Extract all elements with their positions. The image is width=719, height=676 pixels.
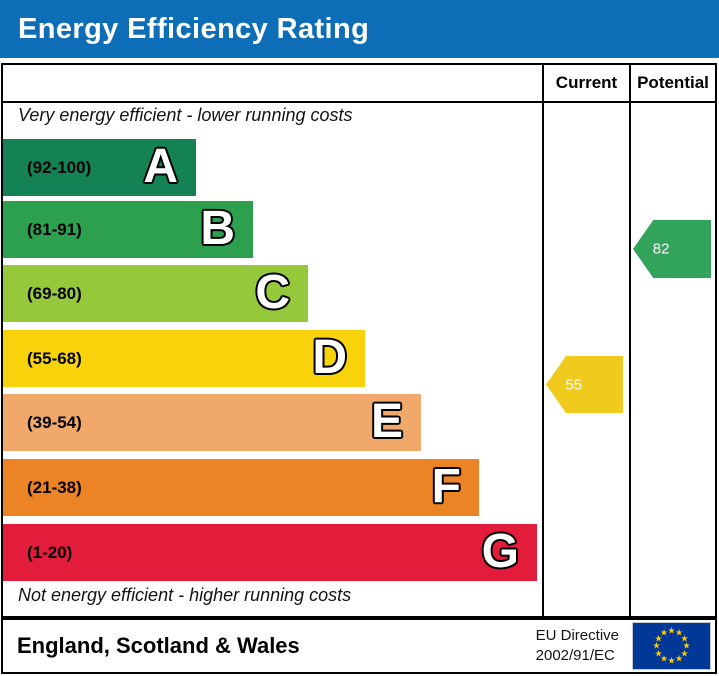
eu-flag-star-icon: ★	[674, 627, 684, 638]
band-letter: G	[481, 524, 519, 578]
band-range-label: (1-20)	[27, 543, 73, 562]
band-letter: E	[370, 394, 403, 448]
eu-flag-star-icon: ★	[680, 648, 689, 658]
header-divider	[3, 101, 715, 103]
band-row-E: (39-54) E	[3, 394, 421, 451]
band-row-B: (81-91) B	[3, 201, 253, 258]
eu-flag-star-icon: ★	[652, 640, 661, 651]
eu-flag-star-icon: ★	[682, 640, 691, 651]
current-rating-value: 55	[565, 376, 583, 393]
band-range-label: (92-100)	[27, 158, 92, 177]
band-letter: C	[255, 265, 290, 319]
band-letter: F	[431, 459, 461, 513]
eu-flag-star-icon: ★	[654, 648, 663, 658]
band-row-D: (55-68) D	[3, 330, 365, 387]
band-letter: A	[143, 139, 178, 193]
eu-flag-icon: ★ ★ ★ ★ ★ ★ ★ ★ ★ ★ ★ ★	[632, 622, 711, 670]
eu-flag-star-icon: ★	[659, 627, 669, 638]
band-row-F: (21-38) F	[3, 459, 479, 516]
band-range-label: (69-80)	[27, 284, 82, 303]
rating-table: Current Potential Very energy efficient …	[1, 63, 717, 618]
column-header-potential: Potential	[637, 73, 709, 92]
title-bar: Energy Efficiency Rating	[0, 0, 719, 58]
eu-flag-star-icon: ★	[674, 653, 684, 664]
top-note: Very energy efficient - lower running co…	[18, 105, 353, 125]
column-header-current: Current	[555, 73, 618, 92]
bottom-note: Not energy efficient - higher running co…	[18, 585, 352, 605]
eu-flag-star-icon: ★	[667, 655, 676, 666]
footer: England, Scotland & Wales EU Directive 2…	[1, 618, 717, 674]
eu-flag-star-icon: ★	[654, 633, 663, 643]
eu-directive-label: EU Directive 2002/91/EC	[536, 626, 619, 667]
band-row-G: (1-20) G	[3, 524, 537, 581]
band-letter: B	[200, 201, 235, 255]
band-range-label: (55-68)	[27, 349, 82, 368]
band-range-label: (21-38)	[27, 478, 82, 497]
eu-directive-line2: 2002/91/EC	[535, 647, 615, 664]
eu-flag-star-icon: ★	[659, 653, 669, 664]
band-row-C: (69-80) C	[3, 265, 308, 322]
region-label: England, Scotland & Wales	[17, 633, 300, 658]
band-range-label: (39-54)	[27, 413, 82, 432]
eu-directive-line1: EU Directive	[535, 626, 619, 644]
potential-rating-arrow: 82	[633, 220, 711, 278]
eu-flag-star-icon: ★	[680, 633, 689, 643]
band-letter: D	[312, 330, 347, 384]
column-divider-current	[542, 65, 544, 616]
eu-flag-star-icon: ★	[667, 625, 676, 636]
band-range-label: (81-91)	[27, 220, 82, 239]
page-title: Energy Efficiency Rating	[18, 12, 370, 45]
column-divider-potential	[629, 65, 631, 616]
band-row-A: (92-100) A	[3, 139, 196, 196]
potential-rating-value: 82	[652, 240, 670, 258]
current-rating-arrow: 55	[546, 356, 623, 413]
